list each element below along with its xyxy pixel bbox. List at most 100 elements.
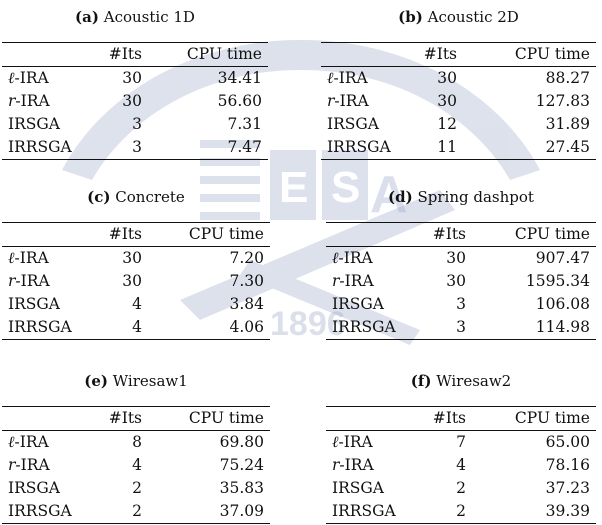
results-table-d: #Its CPU time ℓ-IRA 30 907.47 r-IRA 30 1595.… [326, 222, 596, 340]
method-cell: ℓ-IRA [8, 433, 49, 451]
method-cell: ℓ-IRA [332, 433, 373, 451]
cpu-time-cell: 7.47 [227, 138, 262, 156]
table-row: r-IRA 30 56.60 [2, 90, 268, 113]
caption-a: (a) Acoustic 1D [2, 6, 268, 28]
panel-e: (e) Wiresaw1 #Its CPU time ℓ-IRA 8 69.80 r… [2, 370, 270, 524]
method-cell: IRRSGA [332, 318, 396, 336]
cpu-time-cell: 75.24 [219, 456, 264, 474]
its-cell: 30 [437, 92, 457, 110]
method-cell: IRSGA [8, 115, 60, 133]
its-cell: 30 [446, 272, 466, 290]
its-cell: 4 [132, 456, 142, 474]
caption-label: (e) [84, 372, 108, 390]
header-method [321, 43, 407, 67]
panel-c: (c) Concrete #Its CPU time ℓ-IRA 30 7.20 r… [2, 186, 270, 340]
header-its: #Its [108, 45, 142, 63]
method-cell: ℓ-IRA [332, 249, 373, 267]
its-cell: 4 [132, 318, 142, 336]
method-cell: IRRSGA [8, 318, 72, 336]
panel-b: (b) Acoustic 2D #Its CPU time ℓ-IRA 30 88.… [321, 6, 596, 160]
method-cell: IRRSGA [8, 138, 72, 156]
cpu-time-cell: 106.08 [535, 295, 590, 313]
cpu-time-cell: 7.20 [229, 249, 264, 267]
method-cell: r-IRA [327, 92, 369, 110]
its-cell: 11 [437, 138, 457, 156]
method-cell: IRRSGA [332, 502, 396, 520]
cpu-time-cell: 127.83 [535, 92, 590, 110]
table-row: ℓ-IRA 30 907.47 [326, 247, 596, 271]
method-cell: IRSGA [8, 295, 60, 313]
cpu-time-cell: 7.30 [229, 272, 264, 290]
header-cpu-time: CPU time [514, 409, 590, 427]
table-row: r-IRA 30 7.30 [2, 270, 270, 293]
header-method [2, 43, 94, 67]
header-row: #Its CPU time [2, 222, 270, 247]
caption-title: Concrete [115, 188, 185, 206]
method-cell: IRSGA [327, 115, 379, 133]
table-row: IRSGA 3 106.08 [326, 293, 596, 316]
header-its: #Its [108, 409, 142, 427]
method-cell: r-IRA [332, 272, 374, 290]
caption-title: Acoustic 2D [427, 8, 519, 26]
table-row: ℓ-IRA 30 7.20 [2, 247, 270, 271]
table-row: IRRSGA 3 7.47 [2, 136, 268, 160]
results-table-f: #Its CPU time ℓ-IRA 7 65.00 r-IRA 4 78.16 IR… [326, 406, 596, 524]
header-row: #Its CPU time [2, 42, 268, 67]
cpu-time-cell: 37.09 [219, 502, 264, 520]
table-row: r-IRA 4 78.16 [326, 454, 596, 477]
table-row: ℓ-IRA 30 34.41 [2, 67, 268, 91]
cpu-time-cell: 4.06 [229, 318, 264, 336]
header-method [326, 223, 412, 247]
table-row: IRSGA 4 3.84 [2, 293, 270, 316]
its-cell: 2 [132, 479, 142, 497]
method-cell: r-IRA [8, 272, 50, 290]
caption-label: (f) [410, 372, 432, 390]
cpu-time-cell: 39.39 [545, 502, 590, 520]
cpu-time-cell: 7.31 [227, 115, 262, 133]
table-row: IRRSGA 11 27.45 [321, 136, 596, 160]
table-row: r-IRA 30 1595.34 [326, 270, 596, 293]
table-row: IRRSGA 2 37.09 [2, 500, 270, 524]
header-its: #Its [423, 45, 457, 63]
caption-label: (c) [87, 188, 111, 206]
caption-d: (d) Spring dashpot [326, 186, 596, 208]
cpu-time-cell: 3.84 [229, 295, 264, 313]
its-cell: 3 [456, 295, 466, 313]
cpu-time-cell: 114.98 [535, 318, 590, 336]
panel-f: (f) Wiresaw2 #Its CPU time ℓ-IRA 7 65.00 r… [326, 370, 596, 524]
method-cell: ℓ-IRA [8, 69, 49, 87]
table-row: r-IRA 30 127.83 [321, 90, 596, 113]
caption-e: (e) Wiresaw1 [2, 370, 270, 392]
panel-a: (a) Acoustic 1D #Its CPU time ℓ-IRA 30 34.… [2, 6, 268, 160]
its-cell: 3 [132, 115, 142, 133]
cpu-time-cell: 34.41 [217, 69, 262, 87]
method-cell: ℓ-IRA [327, 69, 368, 87]
caption-f: (f) Wiresaw2 [326, 370, 596, 392]
header-cpu-time: CPU time [514, 45, 590, 63]
header-cpu-time: CPU time [188, 409, 264, 427]
method-cell: r-IRA [8, 456, 50, 474]
method-cell: ℓ-IRA [8, 249, 49, 267]
header-cpu-time: CPU time [188, 225, 264, 243]
results-table-b: #Its CPU time ℓ-IRA 30 88.27 r-IRA 30 127.83… [321, 42, 596, 160]
its-cell: 30 [437, 69, 457, 87]
header-row: #Its CPU time [2, 406, 270, 431]
cpu-time-cell: 35.83 [219, 479, 264, 497]
table-row: IRRSGA 2 39.39 [326, 500, 596, 524]
table-row: ℓ-IRA 30 88.27 [321, 67, 596, 91]
caption-title: Acoustic 1D [103, 8, 195, 26]
method-cell: IRRSGA [327, 138, 391, 156]
its-cell: 12 [437, 115, 457, 133]
cpu-time-cell: 65.00 [545, 433, 590, 451]
header-method [2, 407, 94, 431]
its-cell: 30 [122, 272, 142, 290]
its-cell: 3 [456, 318, 466, 336]
cpu-time-cell: 56.60 [217, 92, 262, 110]
table-row: IRSGA 2 37.23 [326, 477, 596, 500]
cpu-time-cell: 78.16 [545, 456, 590, 474]
caption-label: (d) [388, 188, 413, 206]
cpu-time-cell: 27.45 [545, 138, 590, 156]
header-cpu-time: CPU time [514, 225, 590, 243]
method-cell: IRRSGA [8, 502, 72, 520]
watermark-letter-e: E [279, 163, 308, 212]
